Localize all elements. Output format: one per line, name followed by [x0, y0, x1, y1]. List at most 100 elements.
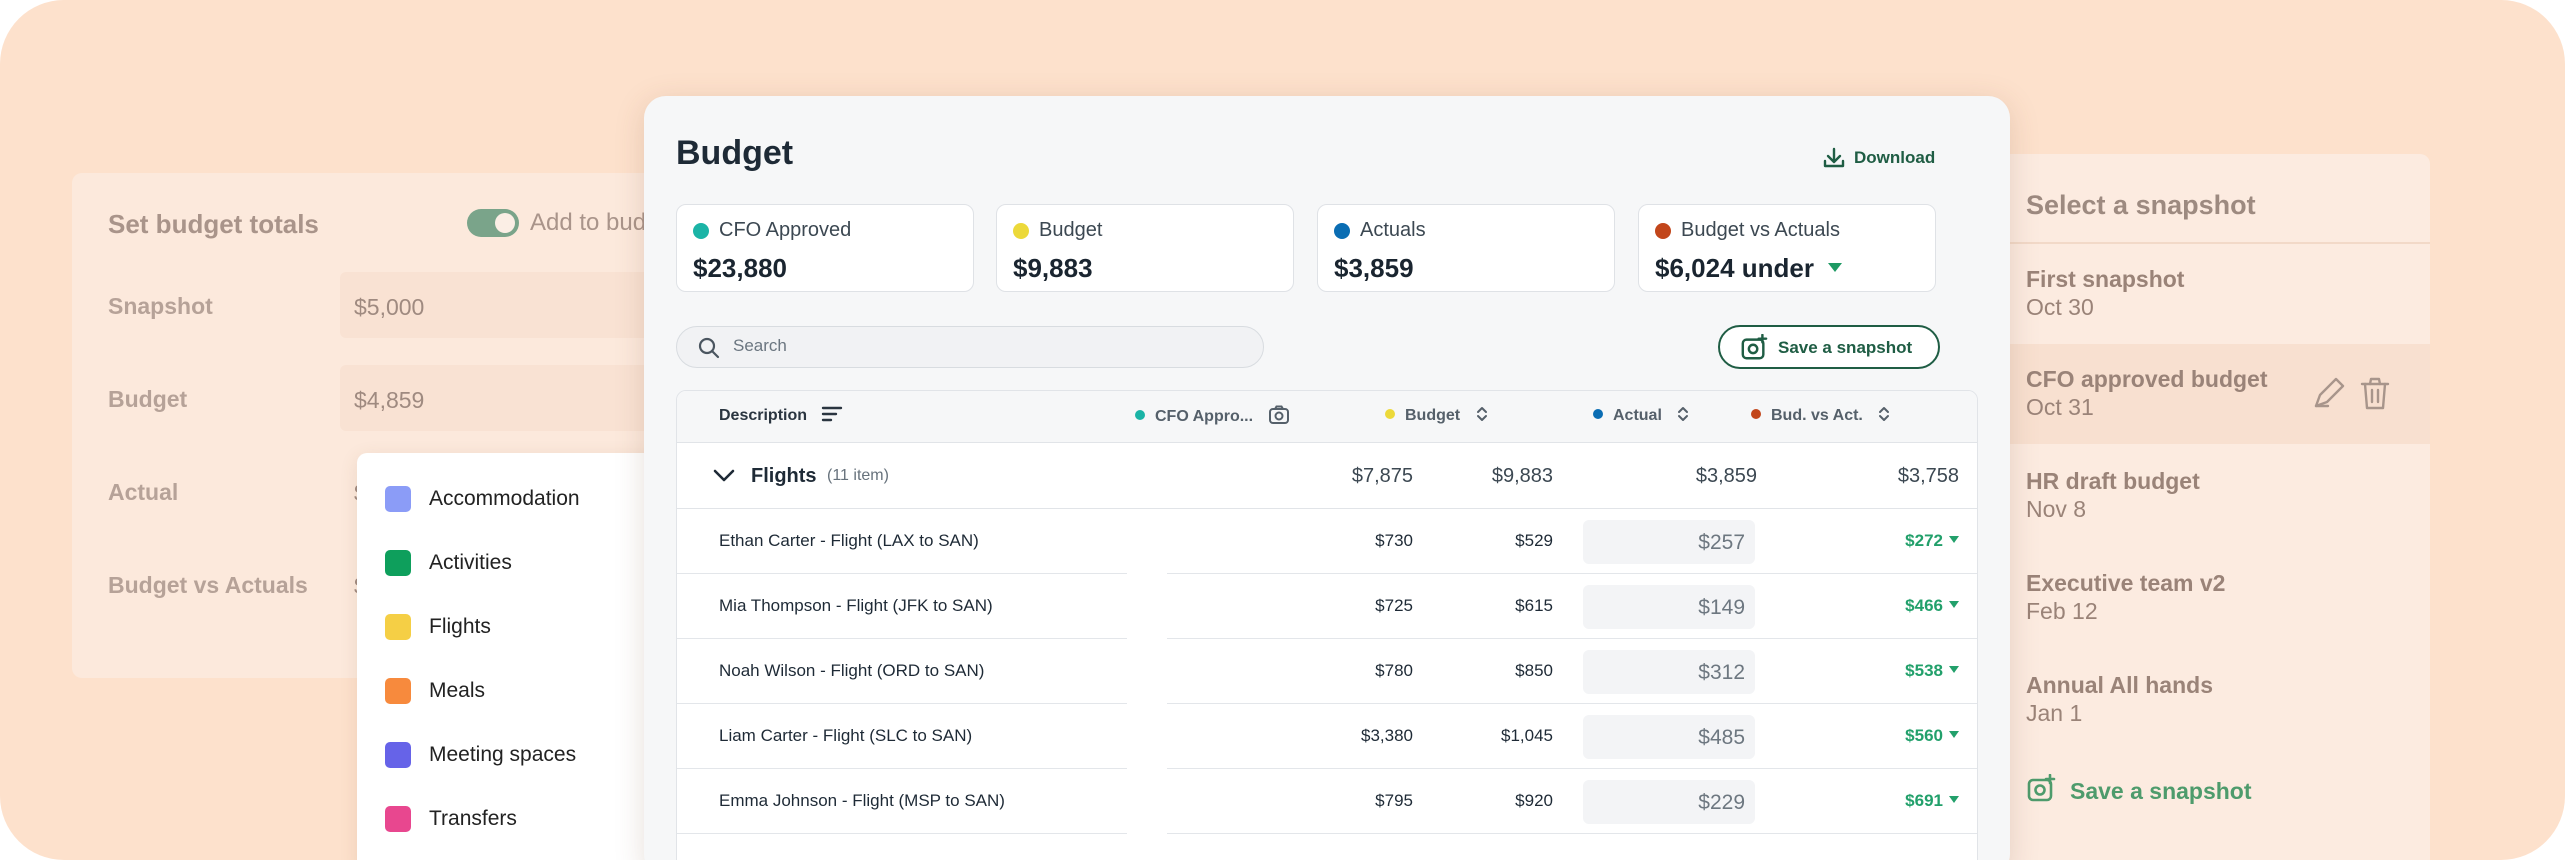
table-row[interactable]: Mia Thompson - Flight (JFK to SAN) $725 … [677, 574, 1977, 639]
camera-plus-icon [2027, 774, 2056, 802]
chevron-down-icon[interactable] [713, 469, 735, 483]
actual-value: $229 [1698, 791, 1745, 814]
snapshot-name: Executive team v2 [2026, 570, 2226, 596]
actual-label: Actual [108, 479, 179, 505]
stat-value: $6,024 under [1655, 253, 1814, 283]
stat-label: Actuals [1360, 219, 1426, 241]
row-diff: $560 [1905, 726, 1959, 746]
header-label: Bud. vs Act. [1771, 407, 1863, 425]
snapshot-name: HR draft budget [2026, 468, 2200, 494]
snapshot-item[interactable]: Annual All hands Jan 1 [1988, 650, 2430, 750]
category-label: Meeting spaces [429, 743, 577, 766]
row-diff: $466 [1905, 596, 1959, 616]
snapshot-name: Annual All hands [2026, 672, 2213, 698]
snapshot-date: Oct 30 [2026, 294, 2094, 320]
actual-value: $312 [1698, 661, 1745, 684]
snapshot-actions [2312, 376, 2392, 417]
sort-icon[interactable] [1475, 405, 1489, 423]
snapshot-item[interactable]: First snapshot Oct 30 [1988, 244, 2430, 344]
stat-label: Budget [1039, 219, 1103, 241]
status-dot [1013, 223, 1029, 239]
column-header-budget[interactable]: Budget [1385, 407, 1489, 425]
camera-icon[interactable] [1268, 405, 1290, 425]
sort-icon[interactable] [1676, 405, 1690, 423]
stat-card-cfo-approved: CFO Approved $23,880 [676, 204, 974, 292]
budget-totals-panel: Set budget totals Add to budget Snapshot… [72, 173, 712, 678]
divider [1167, 767, 1977, 769]
row-diff: $538 [1905, 661, 1959, 681]
caret-down-icon[interactable] [1827, 262, 1842, 272]
stat-value: $3,859 [1334, 253, 1414, 283]
sort-icon[interactable] [1877, 405, 1891, 423]
status-dot [1385, 409, 1395, 420]
snapshot-name: CFO approved budget [2026, 366, 2268, 392]
stat-card-budget-vs-actuals[interactable]: Budget vs Actuals $6,024 under [1638, 204, 1936, 292]
download-icon [1823, 147, 1845, 168]
group-actual: $3,859 [1695, 465, 1757, 487]
column-header-bud-vs-act[interactable]: Bud. vs Act. [1751, 407, 1891, 425]
page-title: Budget [676, 134, 794, 172]
divider [1167, 832, 1977, 834]
diff-value: $560 [1905, 726, 1943, 745]
divider [1988, 242, 2430, 244]
status-dot [1751, 409, 1761, 420]
edit-icon[interactable] [2314, 377, 2345, 408]
status-dot [1655, 223, 1671, 239]
category-swatch [385, 614, 411, 640]
row-description: Emma Johnson - Flight (MSP to SAN) [719, 791, 1005, 810]
snapshot-item[interactable]: HR draft budget Nov 8 [1988, 446, 2430, 546]
snapshot-action-icons [2314, 377, 2390, 410]
diff-value: $538 [1905, 661, 1943, 680]
column-header-actual[interactable]: Actual [1593, 407, 1690, 425]
camera-plus-icon [1741, 334, 1768, 360]
column-header-cfo-approved[interactable]: CFO Appro... [1135, 405, 1290, 427]
column-header-description[interactable]: Description [719, 405, 843, 425]
search-bar [676, 326, 1264, 368]
diff-value: $272 [1905, 531, 1943, 550]
trash-icon[interactable] [2360, 377, 2390, 410]
snapshot-item[interactable]: Executive team v2 Feb 12 [1988, 548, 2430, 648]
caret-down-icon [1949, 731, 1959, 739]
category-swatch [385, 806, 411, 832]
row-description: Liam Carter - Flight (SLC to SAN) [719, 726, 973, 745]
actual-input[interactable]: $485 [1583, 715, 1755, 759]
row-budget: $850 [1515, 661, 1553, 680]
row-cfo: $3,380 [1361, 726, 1413, 745]
actual-input[interactable]: $257 [1583, 520, 1755, 564]
header-label: CFO Appro... [1155, 408, 1254, 426]
stat-value: $23,880 [693, 253, 787, 283]
caret-down-icon [1949, 666, 1959, 674]
snapshot-name: First snapshot [2026, 266, 2185, 292]
actual-input[interactable]: $312 [1583, 650, 1755, 694]
budget-table: Description CFO Appro... Budget [676, 390, 1978, 860]
diff-value: $466 [1905, 596, 1943, 615]
status-dot [1593, 409, 1603, 420]
save-snapshot-label: Save a snapshot [2070, 778, 2252, 804]
search-input[interactable] [733, 336, 1233, 356]
snapshot-item-selected[interactable]: CFO approved budget Oct 31 [1988, 344, 2430, 444]
table-row[interactable]: Emma Johnson - Flight (MSP to SAN) $795 … [677, 769, 1977, 834]
save-snapshot-button[interactable]: Save a snapshot [1718, 325, 1940, 369]
table-group-row[interactable]: Flights (11 item) $7,875 $9,883 $3,859 $… [677, 443, 1977, 509]
row-description: Mia Thompson - Flight (JFK to SAN) [719, 596, 993, 615]
table-row[interactable]: Noah Wilson - Flight (ORD to SAN) $780 $… [677, 639, 1977, 704]
snapshot-panel: Select a snapshot First snapshot Oct 30 … [1988, 154, 2430, 860]
search-icon [698, 337, 720, 359]
caret-down-icon [1949, 601, 1959, 609]
table-row[interactable]: Ethan Carter - Flight (LAX to SAN) $730 … [677, 509, 1977, 574]
category-label: Flights [429, 615, 491, 638]
category-swatch [385, 486, 411, 512]
group-budget: $9,883 [1491, 465, 1553, 487]
actual-input[interactable]: $229 [1583, 780, 1755, 824]
stat-card-actuals: Actuals $3,859 [1317, 204, 1615, 292]
sort-filter-icon[interactable] [821, 405, 843, 423]
row-budget: $615 [1515, 596, 1553, 615]
actual-input[interactable]: $149 [1583, 585, 1755, 629]
snapshot-date: Oct 31 [2026, 394, 2094, 420]
divider [1167, 702, 1977, 704]
table-row[interactable]: Liam Carter - Flight (SLC to SAN) $3,380… [677, 704, 1977, 769]
row-budget: $529 [1515, 531, 1553, 550]
add-to-budget-toggle[interactable] [467, 209, 519, 237]
row-budget: $1,045 [1501, 726, 1553, 745]
